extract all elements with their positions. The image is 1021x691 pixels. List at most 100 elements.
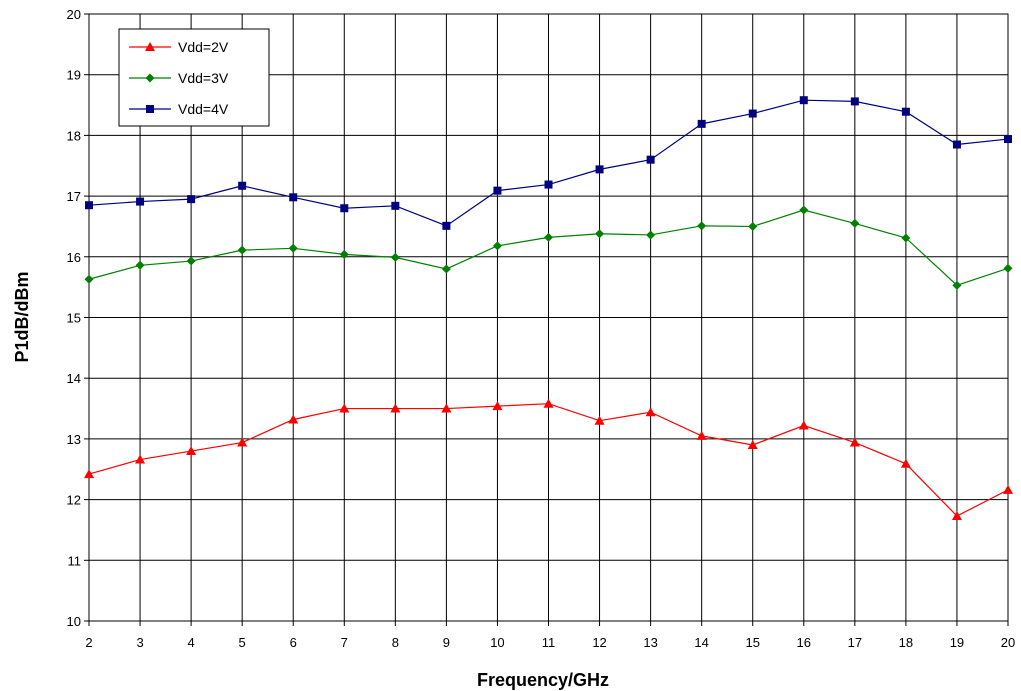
data-point xyxy=(340,204,349,213)
data-point xyxy=(85,201,93,210)
data-point xyxy=(901,107,910,116)
x-tick-label: 7 xyxy=(341,635,348,650)
y-tick-label: 19 xyxy=(67,68,81,83)
data-point xyxy=(799,205,809,215)
data-point xyxy=(390,403,401,413)
data-point xyxy=(186,256,196,266)
data-point xyxy=(187,195,196,204)
plot-area-border xyxy=(88,13,1009,622)
x-axis-label: Frequency/GHz xyxy=(477,670,609,690)
data-point xyxy=(492,401,503,411)
y-tick-label: 13 xyxy=(67,432,81,447)
data-point xyxy=(493,186,502,195)
x-tick-label: 20 xyxy=(1001,635,1015,650)
data-point xyxy=(390,252,400,262)
y-tick-label: 15 xyxy=(67,311,81,326)
y-tick-label: 10 xyxy=(67,614,81,629)
data-point xyxy=(237,437,248,447)
data-point xyxy=(748,221,758,231)
legend-item: Vdd=2V xyxy=(129,39,229,55)
data-point xyxy=(850,97,859,106)
data-point xyxy=(798,420,809,430)
x-tick-label: 5 xyxy=(239,635,246,650)
series-Vdd=2V xyxy=(84,398,1013,520)
series-group xyxy=(84,96,1013,520)
data-point xyxy=(1003,263,1013,273)
y-tick-label: 11 xyxy=(68,553,82,568)
x-tick-label: 11 xyxy=(542,635,556,650)
data-point xyxy=(901,233,911,243)
x-tick-label: 10 xyxy=(490,635,504,650)
data-point xyxy=(747,439,758,449)
data-point xyxy=(186,446,197,456)
y-tick-labels: 10 11 12 13 14 15 16 17 18 19 20 xyxy=(67,7,81,629)
legend-label: Vdd=4V xyxy=(178,101,229,117)
x-tick-label: 6 xyxy=(290,635,297,650)
y-tick-label: 14 xyxy=(67,371,81,386)
data-point xyxy=(441,403,452,413)
data-point xyxy=(594,415,605,425)
data-point xyxy=(646,230,656,240)
data-point xyxy=(135,260,145,270)
legend-item: Vdd=3V xyxy=(129,70,229,86)
data-point xyxy=(1003,484,1013,494)
y-tick-label: 17 xyxy=(67,189,81,204)
x-tick-label: 16 xyxy=(797,635,811,650)
x-tick-label: 14 xyxy=(694,635,708,650)
data-point xyxy=(441,264,451,274)
x-tick-labels: 2 3 4 5 6 7 8 9 10 11 12 13 14 15 16 17 18 19 20 xyxy=(85,635,1015,650)
x-tick-label: 8 xyxy=(392,635,399,650)
data-point xyxy=(849,437,860,447)
legend-marker xyxy=(145,42,155,51)
data-point xyxy=(543,398,554,408)
x-tick-label: 2 xyxy=(85,635,92,650)
data-point xyxy=(84,274,94,284)
data-point xyxy=(952,140,961,149)
data-point xyxy=(544,232,553,242)
x-tick-label: 19 xyxy=(950,635,964,650)
data-point xyxy=(238,181,247,190)
legend-item: Vdd=4V xyxy=(129,101,229,117)
legend-marker xyxy=(145,73,155,83)
data-point xyxy=(237,245,247,255)
x-tick-label: 3 xyxy=(136,635,143,650)
x-tick-label: 12 xyxy=(592,635,606,650)
y-tick-label: 18 xyxy=(67,128,81,143)
data-point xyxy=(136,197,145,206)
data-point xyxy=(288,414,299,424)
data-point xyxy=(748,109,757,118)
x-tick-label: 15 xyxy=(745,635,759,650)
data-point xyxy=(544,180,553,189)
data-point xyxy=(391,201,400,210)
data-point xyxy=(951,510,962,520)
y-tick-label: 12 xyxy=(67,493,81,508)
data-point xyxy=(646,155,655,164)
data-point xyxy=(697,221,707,231)
data-point xyxy=(697,119,706,128)
data-point xyxy=(339,249,349,259)
legend-label: Vdd=2V xyxy=(178,39,229,55)
data-point xyxy=(339,403,350,413)
data-point xyxy=(595,165,604,174)
data-point xyxy=(288,243,298,253)
data-point xyxy=(1004,135,1012,144)
x-tick-label: 9 xyxy=(443,635,450,650)
series-Vdd=4V xyxy=(85,96,1012,230)
data-point xyxy=(799,96,808,105)
legend-label: Vdd=3V xyxy=(178,70,229,86)
y-tick-label: 20 xyxy=(67,7,81,22)
legend: Vdd=2V Vdd=3V Vdd=4V xyxy=(118,28,270,127)
series-Vdd=3V xyxy=(84,205,1013,290)
data-point xyxy=(84,469,94,479)
y-axis-label: P1dB/dBm xyxy=(12,271,32,362)
data-point xyxy=(492,241,502,251)
data-point xyxy=(595,229,605,239)
legend-marker xyxy=(146,105,154,113)
data-point xyxy=(952,280,962,290)
data-point xyxy=(696,430,707,440)
data-point xyxy=(442,221,451,230)
x-tick-label: 18 xyxy=(899,635,913,650)
x-tick-label: 17 xyxy=(848,635,862,650)
data-point xyxy=(645,407,656,417)
